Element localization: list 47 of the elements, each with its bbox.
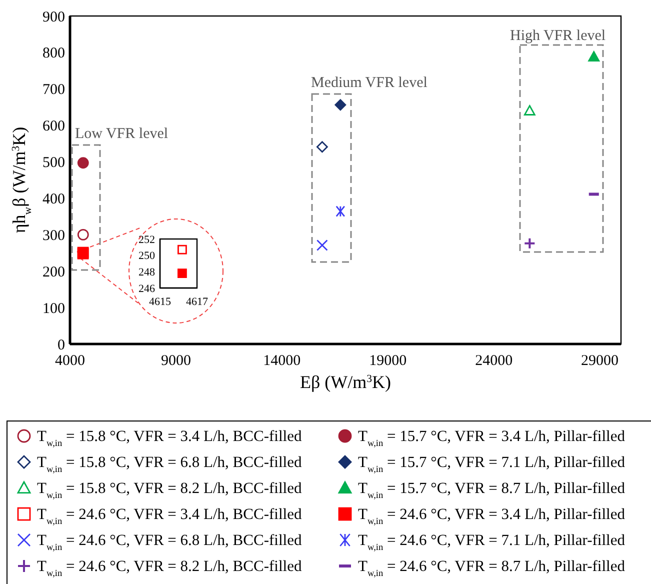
y-tick-label: 600 bbox=[42, 118, 65, 135]
legend-label: T$_{w,in}$ = 24.6 °C, VFR = 6.8 L/h, BCC-filled bbox=[37, 532, 302, 553]
x-tick-label: 4000 bbox=[55, 353, 85, 369]
x-tick-label: 24000 bbox=[475, 353, 513, 369]
point bbox=[524, 105, 536, 116]
y-tick-label: 250 bbox=[138, 250, 156, 262]
legend-label: T$_{w,in}$ = 15.8 °C, VFR = 6.8 L/h, BCC-filled bbox=[37, 454, 302, 475]
point bbox=[336, 206, 346, 218]
legend-label: T$_{w,in}$ = 15.7 °C, VFR = 8.7 L/h, Pillar-filled bbox=[358, 480, 626, 501]
point bbox=[588, 51, 600, 62]
y-tick-label: 300 bbox=[42, 228, 65, 244]
y-tick-label: 246 bbox=[138, 282, 156, 295]
legend-label: T$_{w,in}$ = 15.8 °C, VFR = 8.2 L/h, BCC-filled bbox=[37, 480, 302, 501]
point bbox=[316, 240, 328, 251]
x-tick-label: 9000 bbox=[160, 353, 191, 369]
legend-label: T$_{w,in}$ = 24.6 °C, VFR = 3.4 L/h, BCC-filled bbox=[37, 506, 302, 527]
legend-label: T$_{w,in}$ = 15.8 °C, VFR = 3.4 L/h, BCC-filled bbox=[37, 428, 302, 449]
legend-label: T$_{w,in}$ = 24.6 °C, VFR = 3.4 L/h, Pillar-filled bbox=[358, 506, 626, 527]
point bbox=[77, 157, 89, 169]
x-axis-title: Eβ (W/m$^{3}$K) bbox=[300, 372, 392, 392]
y-tick-label: 500 bbox=[42, 155, 65, 172]
x-tick-label: 19000 bbox=[369, 353, 407, 369]
x-tick-label: 29000 bbox=[581, 353, 619, 369]
x-tick-label: 14000 bbox=[263, 353, 301, 369]
point bbox=[316, 141, 328, 153]
point bbox=[334, 99, 346, 111]
y-tick-label: 400 bbox=[42, 191, 65, 208]
point bbox=[524, 237, 536, 250]
legend-label: T$_{w,in}$ = 15.7 °C, VFR = 7.1 L/h, Pillar-filled bbox=[358, 454, 626, 475]
y-tick-label: 900 bbox=[42, 9, 65, 26]
legend-label: T$_{w,in}$ = 24.6 °C, VFR = 7.1 L/h, Pillar-filled bbox=[358, 532, 626, 553]
legend-label: T$_{w,in}$ = 24.6 °C, VFR = 8.2 L/h, BCC-filled bbox=[37, 558, 302, 579]
legend-label: T$_{w,in}$ = 15.7 °C, VFR = 3.4 L/h, Pillar-filled bbox=[358, 428, 626, 449]
y-tick-label: 252 bbox=[138, 234, 155, 246]
x-tick-label: 4617 bbox=[186, 296, 208, 308]
annotation: Low VFR level bbox=[75, 126, 168, 142]
y-tick-label: 100 bbox=[42, 300, 65, 317]
legend-label: T$_{w,in}$ = 24.6 °C, VFR = 8.7 L/h, Pillar-filled bbox=[358, 558, 626, 579]
y-tick-label: 800 bbox=[42, 46, 65, 62]
y-tick-label: 700 bbox=[42, 82, 65, 98]
x-tick-label: 4615 bbox=[149, 296, 172, 308]
y-tick-label: 0 bbox=[58, 337, 65, 354]
y-tick-label: 248 bbox=[138, 266, 156, 279]
point bbox=[77, 228, 89, 240]
annotation: High VFR level bbox=[510, 28, 606, 44]
y-tick-label: 200 bbox=[42, 264, 65, 280]
annotation: Medium VFR level bbox=[311, 75, 428, 91]
